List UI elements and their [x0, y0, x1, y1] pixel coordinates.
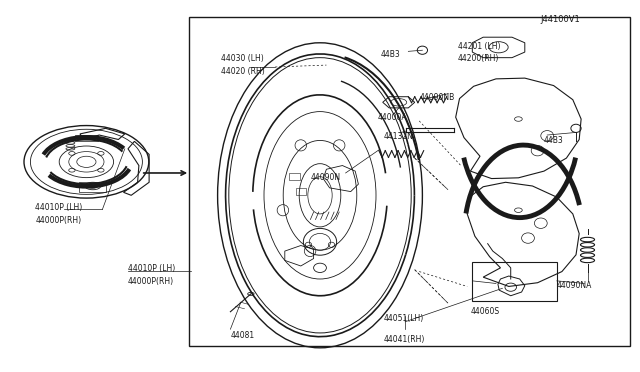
Text: J44100V1: J44100V1: [541, 15, 580, 24]
Text: 44020 (RH): 44020 (RH): [221, 67, 264, 76]
Text: 44000P(RH): 44000P(RH): [35, 216, 81, 225]
Text: 44201 (LH): 44201 (LH): [458, 42, 500, 51]
Text: 44B3: 44B3: [381, 50, 401, 59]
Text: 44000P(RH): 44000P(RH): [128, 277, 174, 286]
Text: 44081: 44081: [230, 331, 255, 340]
Text: 44060S: 44060S: [470, 307, 500, 316]
Text: 44090NA: 44090NA: [557, 281, 592, 290]
Text: 44051(LH): 44051(LH): [384, 314, 424, 323]
Bar: [289, 173, 300, 180]
Text: 44B3: 44B3: [544, 136, 564, 145]
Text: 44030 (LH): 44030 (LH): [221, 54, 264, 63]
Text: 44041(RH): 44041(RH): [384, 335, 426, 344]
Text: 44000A: 44000A: [378, 113, 407, 122]
Text: 44010P (LH): 44010P (LH): [128, 264, 175, 273]
Text: 44132N: 44132N: [384, 132, 414, 141]
Text: 44090NB: 44090NB: [419, 93, 454, 102]
Text: 44200(RH): 44200(RH): [458, 54, 499, 63]
Text: 44010P (LH): 44010P (LH): [35, 203, 83, 212]
Bar: [296, 188, 306, 195]
Text: 44090N: 44090N: [310, 173, 340, 182]
